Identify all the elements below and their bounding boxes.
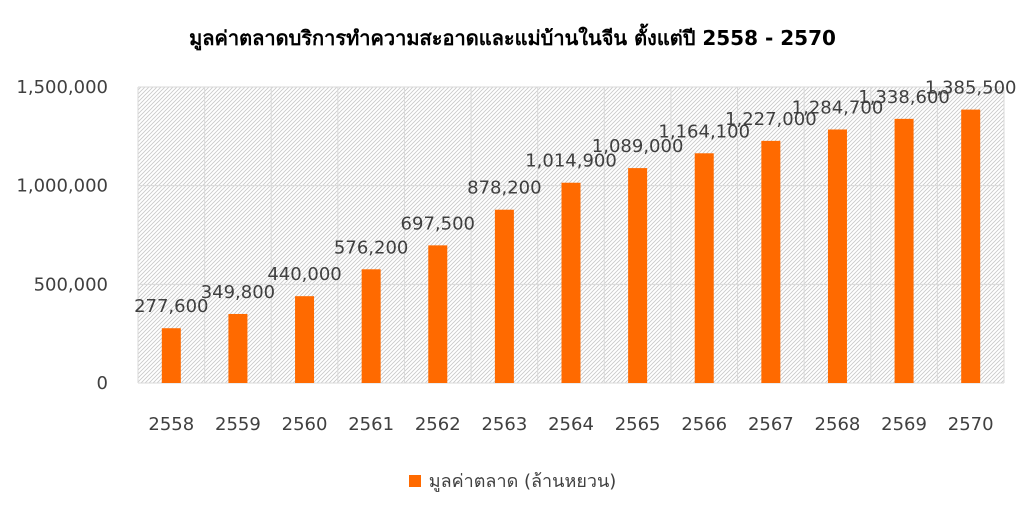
x-tick-label: 2558 — [148, 414, 194, 435]
data-label: 277,600 — [134, 296, 208, 317]
data-label: 1,014,900 — [525, 151, 617, 172]
x-tick-label: 2568 — [815, 414, 861, 435]
gridlines — [137, 86, 1005, 384]
x-tick-label: 2560 — [282, 414, 328, 435]
data-label: 1,338,600 — [858, 87, 950, 108]
legend-label: มูลค่าตลาด (ล้านหยวน) — [428, 471, 617, 492]
y-tick-label: 1,000,000 — [16, 176, 108, 197]
bar — [295, 296, 315, 383]
bar — [228, 313, 248, 383]
x-tick-label: 2569 — [881, 414, 927, 435]
bar — [494, 209, 514, 383]
bar — [894, 118, 914, 383]
y-tick-label: 0 — [97, 373, 108, 394]
bar — [827, 129, 847, 383]
x-tick-label: 2559 — [215, 414, 261, 435]
bars — [161, 109, 981, 383]
data-label: 1,284,700 — [792, 97, 884, 118]
y-axis-labels: 0 500,000 1,000,000 1,500,000 — [16, 77, 108, 394]
y-tick-label: 500,000 — [34, 274, 108, 295]
legend-swatch — [408, 474, 421, 487]
legend: มูลค่าตลาด (ล้านหยวน) — [0, 466, 1025, 495]
x-tick-label: 2564 — [548, 414, 594, 435]
data-label: 1,385,500 — [925, 78, 1017, 99]
data-label: 697,500 — [401, 213, 475, 234]
x-tick-label: 2567 — [748, 414, 794, 435]
x-tick-label: 2563 — [481, 414, 527, 435]
x-axis-labels: 2558 2559 2560 2561 2562 2563 2564 2565 2566 2567… — [148, 414, 993, 435]
x-tick-label: 2566 — [681, 414, 727, 435]
data-label: 1,089,000 — [592, 136, 684, 157]
bar — [561, 182, 581, 383]
x-tick-label: 2565 — [615, 414, 661, 435]
x-tick-label: 2562 — [415, 414, 461, 435]
bar — [694, 153, 714, 383]
x-tick-label: 2561 — [348, 414, 394, 435]
data-label: 349,800 — [201, 282, 275, 303]
bar — [428, 245, 448, 383]
data-label: 576,200 — [334, 237, 408, 258]
data-label: 440,000 — [267, 264, 341, 285]
bar — [961, 109, 981, 383]
bar — [628, 168, 648, 383]
data-label: 1,227,000 — [725, 109, 817, 130]
data-label: 1,164,100 — [658, 121, 750, 142]
x-tick-label: 2570 — [948, 414, 994, 435]
bar — [761, 140, 781, 383]
data-label: 878,200 — [467, 178, 541, 199]
y-tick-label: 1,500,000 — [16, 77, 108, 98]
bar — [361, 269, 381, 383]
chart-title: มูลค่าตลาดบริการทำความสะอาดและแม่บ้านในจ… — [189, 26, 836, 50]
bar — [161, 328, 181, 383]
